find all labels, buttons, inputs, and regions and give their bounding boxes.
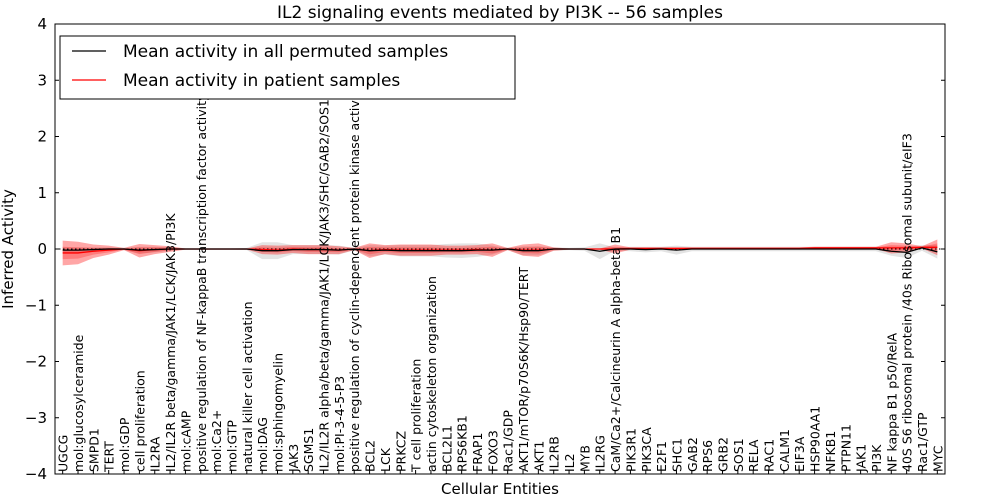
x-tick-label: SGMS1 (301, 428, 316, 472)
x-tick-label: mol:GTP (224, 420, 239, 472)
x-tick-label: GRB2 (716, 437, 731, 472)
x-axis-title: Cellular Entities (441, 480, 559, 498)
x-tick-label: AKT1 (531, 441, 546, 472)
x-tick-label: IL2/IL2R beta/gamma/JAK1/LCK/JAK3/PI3K (163, 213, 178, 472)
legend-label-permuted: Mean activity in all permuted samples (123, 42, 448, 62)
y-tick-label: 1 (37, 184, 47, 202)
x-tick-label: TERT (102, 441, 117, 473)
x-tick-label: mol:GDP (117, 417, 132, 472)
patient-inner-band (62, 243, 938, 260)
x-tick-label: IL2/IL2R alpha/beta/gamma/JAK1/LCK/JAK3/… (317, 99, 332, 472)
x-tick-label: RPS6 (700, 440, 715, 472)
confidence-bands (62, 239, 938, 266)
x-tick-label: CALM1 (777, 429, 792, 472)
y-axis-title: Inferred Activity (0, 189, 17, 309)
x-tick-label: UGCG (56, 435, 71, 472)
x-tick-label: GAB2 (685, 437, 700, 472)
x-tick-label: cell proliferation (132, 370, 147, 472)
x-tick-label: positive regulation of cyclin-dependent … (347, 84, 362, 472)
x-tick-label: PIK3CA (639, 427, 654, 472)
x-tick-label: NF kappa B1 p50/RelA (884, 332, 899, 472)
x-tick-label: SMPD1 (86, 428, 101, 472)
x-tick-label: AKT1/mTOR/p70S6K/Hsp90/TERT (516, 266, 531, 472)
x-tick-label: NFKB1 (823, 431, 838, 472)
chart-title: IL2 signaling events mediated by PI3K --… (277, 3, 723, 23)
legend: Mean activity in all permuted samples Me… (59, 35, 516, 100)
x-tick-label: 40S S6 ribosomal protein /40s Ribosomal … (900, 133, 915, 472)
x-tick-label: Rac1/GTP (915, 412, 930, 472)
x-tick-label: IL2 (562, 453, 577, 472)
x-tick-label: CaM/Ca2+/Calcineurin A alpha-beta B1 (608, 227, 623, 472)
plot-frame (54, 23, 946, 475)
x-tick-label: FOXO3 (485, 430, 500, 472)
y-tick-label: 3 (37, 71, 47, 89)
x-tick-label: E2F1 (654, 441, 669, 472)
x-tick-label: actin cytoskeleton organization (424, 276, 439, 472)
x-tick-label: JAK3 (286, 444, 301, 473)
x-tick-label: mol:PI-3-4-5-P3 (332, 376, 347, 472)
x-tick-label: positive regulation of NF-kappaB transcr… (194, 93, 209, 472)
x-tick-label: PTPN11 (838, 424, 853, 472)
legend-box (59, 35, 516, 100)
x-tick-label: mol:sphingomyelin (271, 353, 286, 472)
x-tick-label: IL2RB (547, 436, 562, 472)
y-tick-label: −1 (25, 296, 47, 314)
x-tick-label: SOS1 (731, 438, 746, 472)
permuted-mean-line (62, 247, 938, 254)
x-tick-label: FRAP1 (470, 433, 485, 472)
x-tick-label: mol:Ca2+ (209, 410, 224, 472)
permuted-spread-band (62, 242, 938, 260)
y-axis: −4 −3 −2 −1 0 1 2 3 4 (25, 15, 945, 483)
x-tick-label: MYB (577, 445, 592, 472)
patient-spread-band (62, 239, 938, 266)
x-tick-label: BCL2L1 (439, 425, 454, 472)
x-tick-label: PRKCZ (393, 431, 408, 472)
x-tick-label: mol:cAMP (178, 410, 193, 472)
x-tick-label: PIK3R1 (623, 428, 638, 472)
x-tick-label: natural killer cell activation (240, 301, 255, 472)
x-tick-label: BCL2 (363, 440, 378, 472)
x-tick-label: SHC1 (669, 438, 684, 472)
x-tick-label: RELA (746, 439, 761, 472)
x-tick-label: RPS6KB1 (455, 415, 470, 472)
x-tick-label: RAC1 (762, 439, 777, 472)
x-tick-label: mol:glucosylceramide (71, 334, 86, 472)
x-tick-label: PI3K (869, 444, 884, 472)
legend-label-patient: Mean activity in patient samples (123, 71, 400, 91)
y-tick-label: 0 (37, 240, 47, 258)
x-tick-label: IL2RA (148, 436, 163, 472)
y-tick-label: −4 (25, 465, 47, 483)
x-tick-label: mol:DAG (255, 417, 270, 472)
x-tick-label: IL2RG (593, 435, 608, 472)
y-tick-label: −3 (25, 409, 47, 427)
y-tick-label: 4 (37, 15, 47, 33)
x-tick-label: EIF3A (792, 436, 807, 472)
x-tick-label: Rac1/GDP (501, 410, 516, 472)
x-tick-label: HSP90AA1 (808, 406, 823, 472)
y-tick-label: −2 (25, 353, 47, 371)
x-tick-label: LCK (378, 447, 393, 472)
x-tick-label: JAK1 (854, 444, 869, 473)
x-tick-labels: UGCG mol:glucosylceramide SMPD1 TERT mol:GDP… (56, 84, 945, 474)
x-tick-label: T cell proliferation (409, 359, 424, 473)
y-tick-label: 2 (37, 128, 47, 146)
x-tick-label: MYC (930, 445, 945, 472)
series-lines (55, 246, 945, 254)
